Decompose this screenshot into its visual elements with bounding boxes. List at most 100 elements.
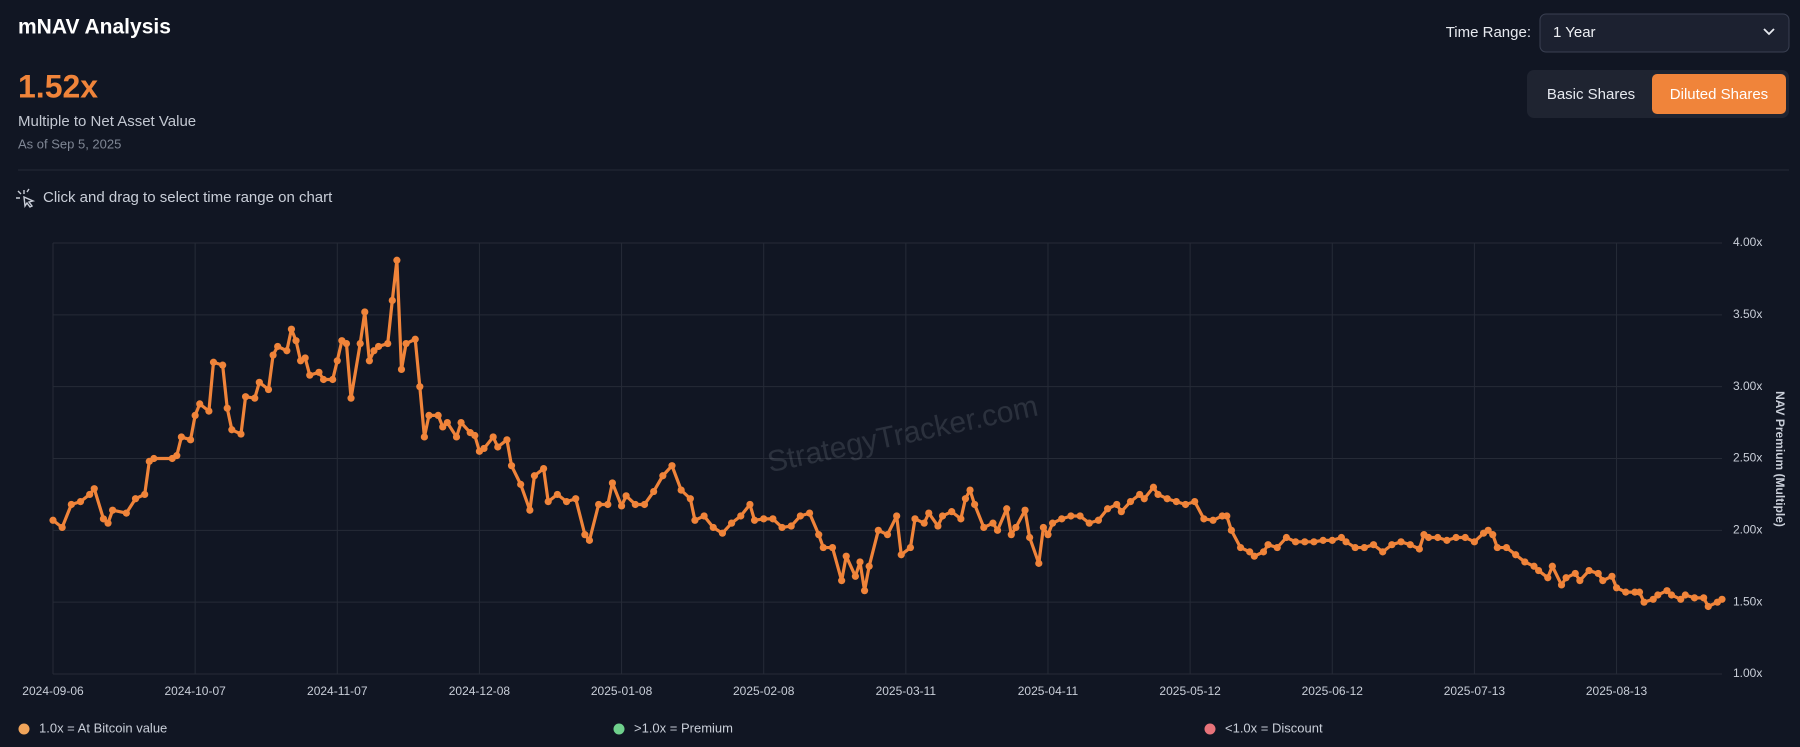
data-point bbox=[517, 480, 525, 488]
data-point bbox=[1163, 495, 1171, 503]
button-bg-active[interactable] bbox=[1652, 74, 1786, 114]
data-point bbox=[104, 519, 112, 527]
data-point bbox=[49, 516, 57, 524]
data-point bbox=[205, 407, 213, 415]
dropdown-value[interactable]: 1 Year bbox=[1553, 24, 1596, 41]
data-point bbox=[686, 495, 694, 503]
data-point bbox=[581, 531, 589, 539]
data-point bbox=[874, 526, 882, 534]
data-point bbox=[241, 393, 250, 401]
data-point bbox=[384, 339, 392, 348]
data-point bbox=[993, 526, 1002, 534]
data-point bbox=[228, 426, 236, 434]
y-tick-label: 1.50x bbox=[1733, 594, 1762, 608]
data-point bbox=[1319, 536, 1327, 544]
button-bg[interactable] bbox=[1531, 74, 1649, 114]
data-point bbox=[122, 509, 130, 517]
data-point bbox=[1126, 498, 1135, 506]
data-point bbox=[1534, 566, 1543, 575]
data-point bbox=[1044, 531, 1052, 539]
data-point bbox=[425, 411, 433, 419]
data-point bbox=[507, 462, 516, 470]
data-point bbox=[530, 472, 539, 480]
data-point bbox=[1117, 508, 1125, 516]
data-point bbox=[1067, 512, 1075, 520]
data-point bbox=[76, 498, 85, 506]
data-point bbox=[58, 523, 66, 532]
data-point bbox=[315, 368, 323, 376]
legend-label: >1.0x = Premium bbox=[634, 720, 733, 735]
button-label[interactable]: Diluted Shares bbox=[1670, 86, 1768, 103]
x-tick-label: 2024-11-07 bbox=[307, 684, 368, 698]
data-point bbox=[828, 543, 837, 552]
data-point bbox=[411, 335, 419, 343]
data-point bbox=[1007, 531, 1015, 539]
dropdown-box[interactable] bbox=[1539, 13, 1790, 53]
x-tick-label: 2025-07-13 bbox=[1444, 684, 1506, 698]
data-point bbox=[787, 522, 795, 530]
data-point bbox=[173, 452, 181, 460]
data-point bbox=[1388, 541, 1396, 549]
data-point bbox=[319, 375, 328, 384]
data-point bbox=[99, 515, 108, 523]
data-point bbox=[1557, 581, 1566, 589]
data-point bbox=[1489, 531, 1497, 539]
data-point bbox=[778, 523, 786, 532]
data-point bbox=[1085, 519, 1093, 527]
data-point bbox=[911, 515, 919, 523]
data-point bbox=[980, 523, 988, 532]
data-point bbox=[1273, 543, 1281, 552]
data-point bbox=[1259, 548, 1268, 556]
diluted-shares-button[interactable]: Diluted Shares bbox=[1652, 74, 1786, 114]
legend-swatch bbox=[613, 723, 625, 735]
y-tick-label: 3.50x bbox=[1733, 307, 1762, 321]
data-point bbox=[585, 536, 594, 544]
data-point bbox=[1209, 516, 1217, 524]
data-point bbox=[1576, 577, 1584, 585]
y-tick-label: 2.00x bbox=[1733, 523, 1762, 537]
time-range-dropdown[interactable]: 1 Year bbox=[1539, 13, 1790, 53]
x-tick-label: 2024-10-07 bbox=[164, 684, 226, 698]
x-tick-label: 2025-04-11 bbox=[1018, 684, 1079, 698]
as-of-date: As of Sep 5, 2025 bbox=[18, 136, 121, 151]
x-tick-label: 2025-02-08 bbox=[733, 684, 795, 698]
data-point bbox=[1608, 572, 1616, 580]
value-caption: Multiple to Net Asset Value bbox=[18, 113, 196, 130]
data-point bbox=[131, 495, 140, 503]
data-point bbox=[1103, 505, 1112, 513]
data-point bbox=[494, 443, 502, 451]
data-point bbox=[1493, 543, 1501, 552]
data-point bbox=[1548, 562, 1556, 570]
data-point bbox=[420, 433, 428, 441]
data-point bbox=[292, 337, 300, 345]
data-point bbox=[1640, 598, 1648, 606]
data-point bbox=[526, 506, 534, 514]
data-point bbox=[1058, 515, 1066, 523]
data-point bbox=[1149, 483, 1158, 491]
data-point bbox=[361, 308, 369, 316]
data-point bbox=[948, 508, 956, 516]
data-point bbox=[1649, 595, 1657, 603]
data-point bbox=[365, 357, 373, 365]
data-point bbox=[393, 256, 401, 264]
data-point bbox=[1328, 536, 1336, 544]
cursor-icon bbox=[16, 188, 36, 208]
data-point bbox=[67, 500, 75, 509]
data-point bbox=[691, 516, 699, 524]
data-point bbox=[209, 358, 218, 366]
data-point bbox=[1512, 551, 1520, 559]
data-point bbox=[196, 400, 204, 408]
data-point bbox=[1654, 591, 1662, 599]
data-point bbox=[1521, 558, 1529, 566]
data-point bbox=[342, 339, 351, 348]
data-point bbox=[471, 431, 479, 440]
basic-shares-button[interactable]: Basic Shares bbox=[1531, 74, 1649, 114]
data-point bbox=[223, 404, 231, 412]
button-label[interactable]: Basic Shares bbox=[1547, 86, 1635, 103]
y-tick-label: 1.00x bbox=[1733, 666, 1762, 680]
x-tick-label: 2025-01-08 bbox=[591, 684, 653, 698]
y-axis-title: NAV Premium (Multiple) bbox=[1773, 391, 1787, 527]
